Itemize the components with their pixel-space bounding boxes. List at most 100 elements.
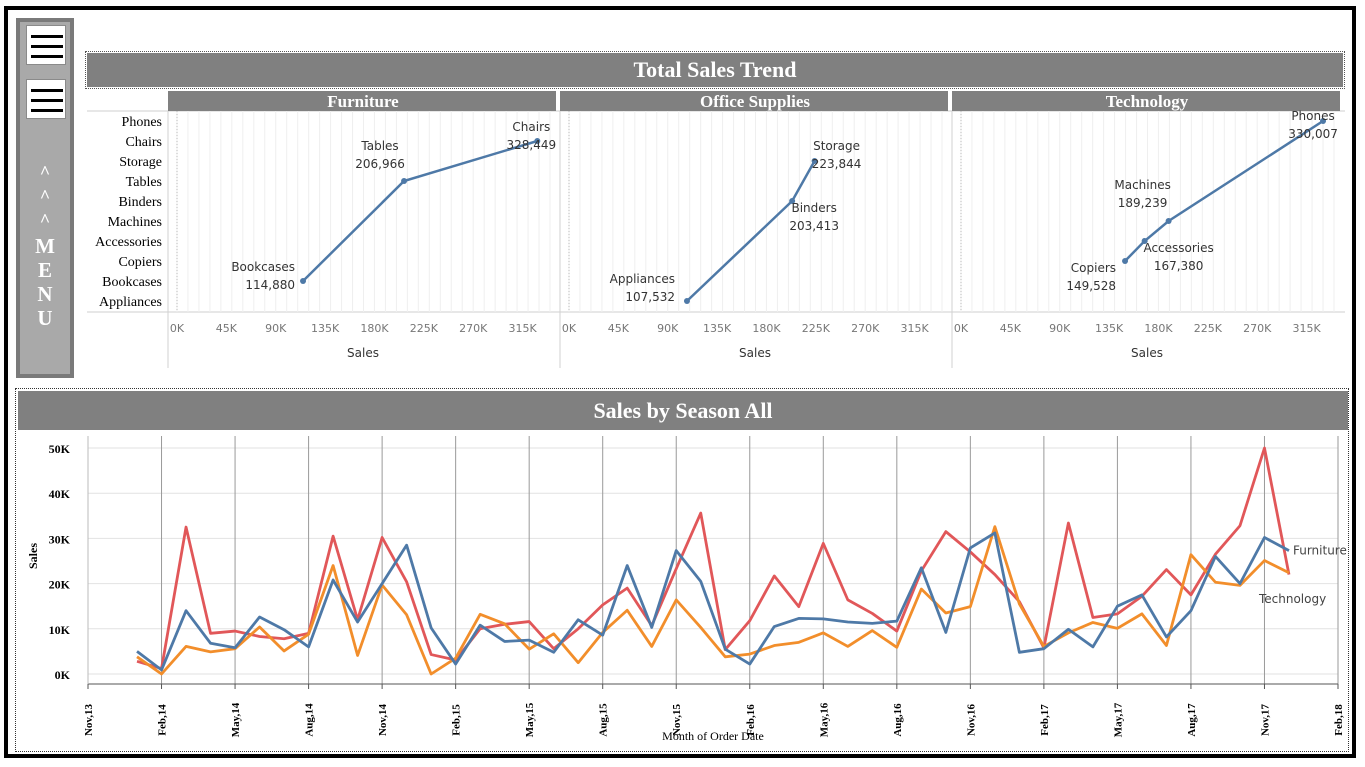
- data-point: [1320, 118, 1327, 124]
- x-tick-label: May,15: [524, 702, 536, 737]
- x-tick-label: 135K: [703, 322, 732, 335]
- menu-caret-icon[interactable]: ^: [39, 186, 51, 206]
- x-tick-label: Aug,14: [304, 703, 316, 737]
- row-label: Machines: [108, 215, 162, 230]
- x-axis-label: Sales: [739, 346, 771, 360]
- sales-trend-title: Total Sales Trend: [85, 51, 1345, 89]
- panel-header: [168, 91, 556, 111]
- data-point: [811, 158, 818, 164]
- x-tick-label: May,17: [1112, 702, 1124, 737]
- x-tick-label: Nov,15: [671, 703, 683, 736]
- data-label-value: 206,966: [355, 157, 405, 171]
- x-tick-label: May,16: [818, 702, 830, 737]
- x-tick-label: 270K: [851, 322, 880, 335]
- data-label-value: 223,844: [812, 157, 862, 171]
- data-label-category: Storage: [813, 139, 860, 153]
- row-label: Copiers: [118, 255, 162, 270]
- data-label-category: Appliances: [610, 272, 675, 286]
- menu-letter: N: [37, 282, 53, 306]
- sales-trend-chart: Phones Chairs Storage Tables Binders Machines…: [87, 91, 1345, 368]
- hamburger-menu-icon[interactable]: [26, 79, 66, 119]
- y-tick-label: 50K: [49, 442, 71, 456]
- data-label-category: Bookcases: [231, 260, 295, 274]
- x-tick-label: Feb,17: [1039, 704, 1051, 736]
- season-title: Sales by Season All: [18, 391, 1348, 430]
- row-label: Storage: [119, 155, 162, 170]
- row-label: Accessories: [95, 235, 162, 250]
- panel-title: Office Supplies: [700, 92, 810, 111]
- x-tick-label: Aug,16: [892, 703, 904, 737]
- data-label-value: 149,528: [1066, 279, 1116, 293]
- series-end-label: Furniture: [1293, 544, 1347, 558]
- x-tick-label: 225K: [410, 322, 439, 335]
- data-label-category: Accessories: [1143, 241, 1213, 255]
- menu-label[interactable]: M E N U: [20, 234, 70, 330]
- row-label: Binders: [118, 195, 162, 210]
- x-tick-label: Feb,15: [451, 704, 463, 736]
- data-point: [789, 198, 796, 204]
- data-label-category: Machines: [1114, 178, 1170, 192]
- data-point: [534, 138, 541, 144]
- series-end-label: Technology: [1258, 592, 1326, 606]
- x-tick-label: Nov,13: [83, 703, 95, 736]
- x-tick-label: 90K: [1049, 322, 1071, 335]
- hamburger-menu-icon[interactable]: [26, 25, 66, 65]
- x-tick-label: 315K: [900, 322, 929, 335]
- series-line: [136, 531, 1290, 672]
- x-tick-label: 135K: [1095, 322, 1124, 335]
- data-point: [300, 278, 307, 284]
- data-label-category: Phones: [1291, 109, 1334, 123]
- y-tick-label: 30K: [49, 532, 71, 546]
- row-label: Bookcases: [102, 275, 162, 290]
- y-axis-label: Sales: [26, 543, 40, 569]
- season-panel: [15, 388, 1349, 752]
- data-point: [1122, 258, 1129, 264]
- x-tick-label: Feb,14: [157, 704, 169, 736]
- row-label: Appliances: [99, 295, 162, 310]
- row-label: Tables: [126, 175, 162, 190]
- menu-letter: U: [37, 306, 53, 330]
- x-tick-label: Nov,17: [1259, 703, 1271, 736]
- data-label-value: 328,449: [507, 138, 557, 152]
- data-label-category: Copiers: [1071, 261, 1116, 275]
- x-tick-label: 315K: [1292, 322, 1321, 335]
- data-label-value: 330,007: [1288, 127, 1338, 141]
- menu-caret-icon[interactable]: ^: [39, 162, 51, 182]
- data-label-category: Binders: [791, 201, 836, 215]
- data-point: [683, 298, 690, 304]
- menu-letter: E: [37, 258, 52, 282]
- panel-title: Technology: [1106, 92, 1189, 111]
- x-axis-label: Sales: [347, 346, 379, 360]
- data-label-value: 107,532: [625, 290, 675, 304]
- x-tick-label: Feb,18: [1333, 704, 1345, 736]
- x-tick-label: 225K: [1194, 322, 1223, 335]
- y-tick-label: 20K: [49, 578, 71, 592]
- data-point: [401, 178, 408, 184]
- x-tick-label: 0K: [562, 322, 577, 335]
- x-tick-label: 225K: [802, 322, 831, 335]
- x-tick-label: Aug,17: [1186, 703, 1198, 737]
- data-point: [1141, 238, 1148, 244]
- panel-header: [560, 91, 948, 111]
- x-tick-label: Nov,14: [377, 703, 389, 736]
- data-label-category: Tables: [360, 139, 398, 153]
- x-tick-label: 180K: [752, 322, 781, 335]
- x-tick-label: 135K: [311, 322, 340, 335]
- x-tick-label: 90K: [657, 322, 679, 335]
- x-tick-label: Nov,16: [965, 703, 977, 736]
- panel-header: [952, 91, 1340, 111]
- x-tick-label: Feb,16: [745, 704, 757, 736]
- y-tick-label: 10K: [49, 623, 71, 637]
- x-tick-label: 270K: [459, 322, 488, 335]
- panel-title: Furniture: [327, 92, 399, 111]
- x-tick-label: 180K: [1144, 322, 1173, 335]
- x-tick-label: 0K: [954, 322, 969, 335]
- data-label-value: 167,380: [1154, 259, 1204, 273]
- trend-line: [1124, 119, 1324, 262]
- menu-caret-icon[interactable]: ^: [39, 210, 51, 230]
- data-label-category: Chairs: [512, 120, 550, 134]
- series-line: [136, 446, 1291, 670]
- menu-letter: M: [35, 234, 55, 258]
- row-label: Phones: [122, 115, 162, 130]
